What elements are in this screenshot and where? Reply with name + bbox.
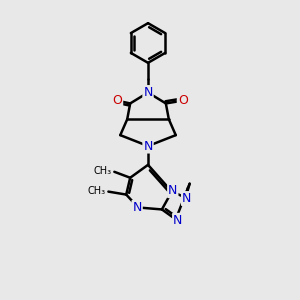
Text: N: N (168, 184, 178, 197)
Text: N: N (143, 86, 153, 99)
Text: N: N (173, 214, 182, 227)
Text: N: N (182, 192, 191, 205)
Text: CH₃: CH₃ (87, 186, 105, 196)
Text: N: N (132, 201, 142, 214)
Text: CH₃: CH₃ (93, 166, 111, 176)
Text: N: N (143, 140, 153, 152)
Text: O: O (178, 94, 188, 107)
Text: O: O (112, 94, 122, 107)
